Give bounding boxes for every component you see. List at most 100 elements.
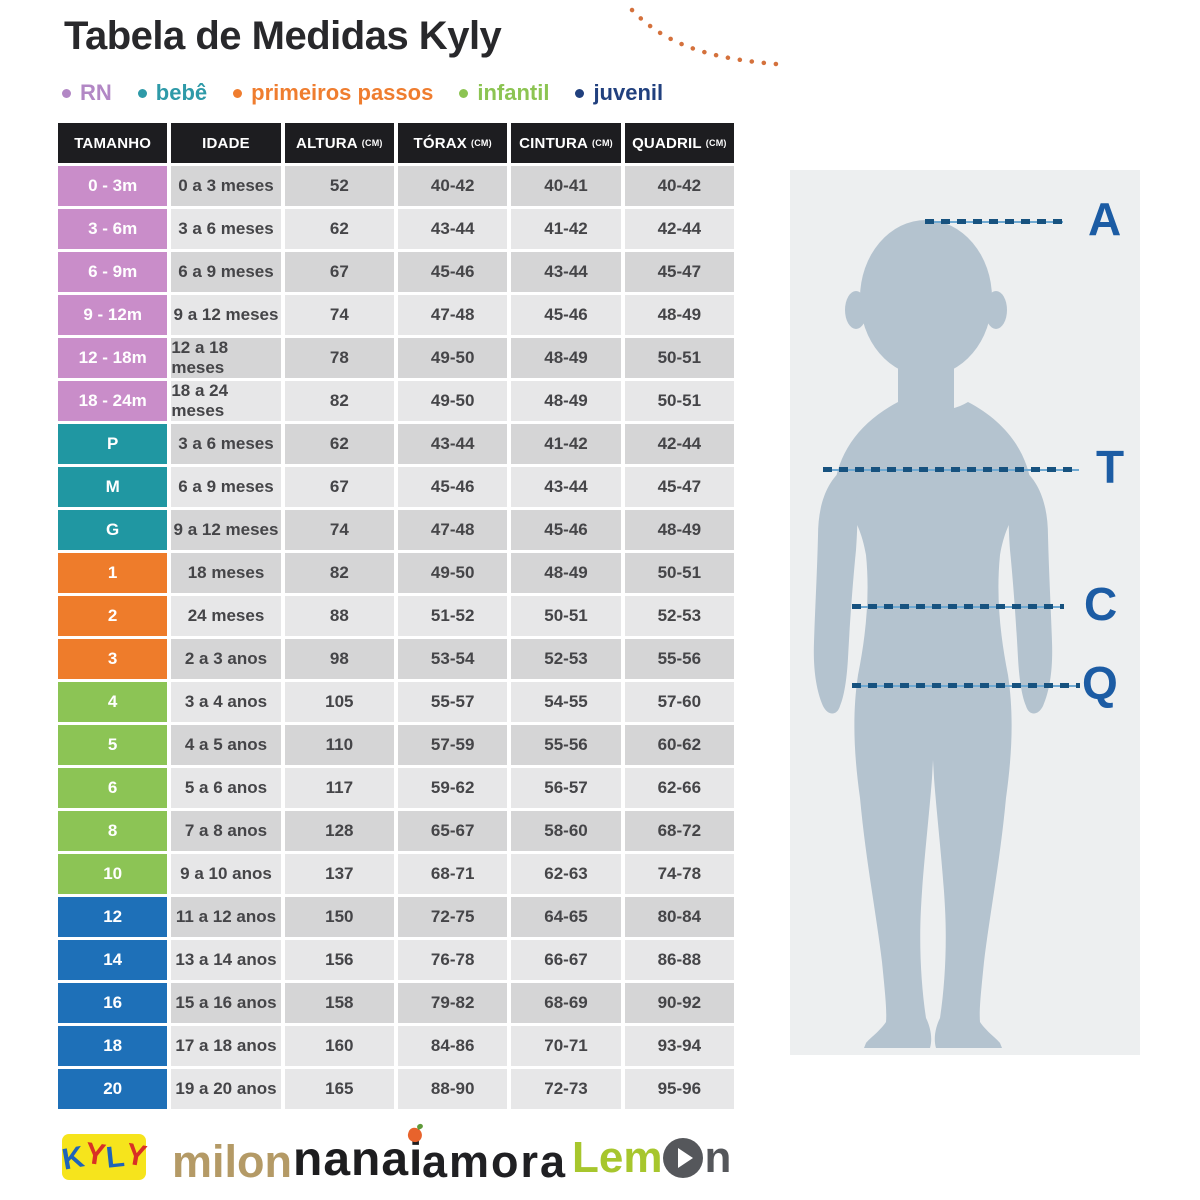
table-cell: 72-75 [398,897,508,937]
table-cell: 6 a 9 meses [171,252,281,292]
table-cell: 17 a 18 anos [171,1026,281,1066]
legend-bullet-icon [233,88,243,98]
table-cell: 42-44 [624,209,734,249]
kyly-letter: K [60,1140,88,1177]
table-cell: 48-49 [511,338,621,378]
table-cell: 62 [284,209,394,249]
legend-bullet-icon [137,88,147,98]
table-cell: 49-50 [398,553,508,593]
column-header: TAMANHO [58,123,168,163]
page-title: Tabela de Medidas Kyly [64,14,502,58]
size-cell: G [58,510,168,550]
size-cell: M [58,467,168,507]
size-cell: 12 [58,897,168,937]
table-cell: 40-42 [398,166,508,206]
table-cell: 47-48 [398,295,508,335]
legend-item-infantil: infantil [459,80,549,106]
table-cell: 80-84 [624,897,734,937]
table-cell: 79-82 [398,983,508,1023]
nanai-fruit-dot-icon: i [409,1133,424,1186]
legend-label: infantil [477,80,550,105]
table-cell: 98 [284,639,394,679]
table-cell: 52 [284,166,394,206]
measure-label-quadril: Q [1082,657,1118,709]
table-cell: 158 [284,983,394,1023]
table-cell: 4 a 5 anos [171,725,281,765]
table-cell: 3 a 4 anos [171,682,281,722]
column-header-unit: (CM) [471,138,492,148]
legend-item-juvenil: juvenil [575,80,663,106]
table-cell: 50-51 [511,596,621,636]
legend-bullet-icon [459,88,469,98]
table-cell: 49-50 [398,338,508,378]
figure-panel [790,170,1140,1055]
table-cell: 117 [284,768,394,808]
size-cell: 1 [58,553,168,593]
measure-line-cintura [852,604,1064,609]
table-cell: 57-59 [398,725,508,765]
size-cell: 0 - 3m [58,166,168,206]
table-cell: 51-52 [398,596,508,636]
table-cell: 6 a 9 meses [171,467,281,507]
column-header: TÓRAX (CM) [398,123,508,163]
lemon-text: Lem [572,1133,663,1182]
table-cell: 128 [284,811,394,851]
lemon-text-n: n [704,1133,732,1182]
table-cell: 55-56 [624,639,734,679]
table-cell: 48-49 [511,381,621,421]
column-header-label: QUADRIL [632,134,702,152]
table-cell: 3 a 6 meses [171,209,281,249]
table-cell: 62-66 [624,768,734,808]
amora-logo: amora [422,1136,568,1187]
table-cell: 70-71 [511,1026,621,1066]
table-cell: 45-47 [624,467,734,507]
table-cell: 9 a 12 meses [171,295,281,335]
table-cell: 68-69 [511,983,621,1023]
lemon-logo: Lem n [572,1136,731,1180]
table-cell: 65-67 [398,811,508,851]
table-cell: 93-94 [624,1026,734,1066]
table-cell: 55-57 [398,682,508,722]
column-header: ALTURA (CM) [284,123,394,163]
table-cell: 50-51 [624,553,734,593]
column-header-unit: (CM) [705,138,727,148]
table-cell: 43-44 [398,209,508,249]
table-cell: 160 [284,1026,394,1066]
table-cell: 78 [284,338,394,378]
table-cell: 11 a 12 anos [171,897,281,937]
table-cell: 150 [284,897,394,937]
table-cell: 56-57 [511,768,621,808]
table-cell: 40-42 [624,166,734,206]
legend-label: primeiros passos [251,80,434,105]
table-cell: 9 a 10 anos [171,854,281,894]
table-cell: 64-65 [511,897,621,937]
size-cell: 14 [58,940,168,980]
table-cell: 60-62 [624,725,734,765]
table-cell: 41-42 [511,209,621,249]
table-cell: 74 [284,295,394,335]
table-cell: 48-49 [511,553,621,593]
legend-label: bebê [155,80,208,105]
table-cell: 88 [284,596,394,636]
table-cell: 41-42 [511,424,621,464]
column-header-label: TÓRAX [413,134,468,152]
table-cell: 66-67 [511,940,621,980]
table-cell: 9 a 12 meses [171,510,281,550]
table-cell: 82 [284,553,394,593]
size-cell: 6 [58,768,168,808]
table-cell: 47-48 [398,510,508,550]
table-cell: 53-54 [398,639,508,679]
legend: RN bebê primeiros passos infantil juvenil [62,80,663,106]
milon-logo: milon [172,1136,292,1187]
table-cell: 156 [284,940,394,980]
column-header: IDADE [171,123,281,163]
table-cell: 165 [284,1069,394,1109]
legend-bullet-icon [575,88,585,98]
table-cell: 12 a 18 meses [171,338,281,378]
table-cell: 105 [284,682,394,722]
decorative-dots-arc [629,7,779,67]
table-cell: 67 [284,467,394,507]
size-cell: P [58,424,168,464]
child-silhouette [813,220,1053,1048]
